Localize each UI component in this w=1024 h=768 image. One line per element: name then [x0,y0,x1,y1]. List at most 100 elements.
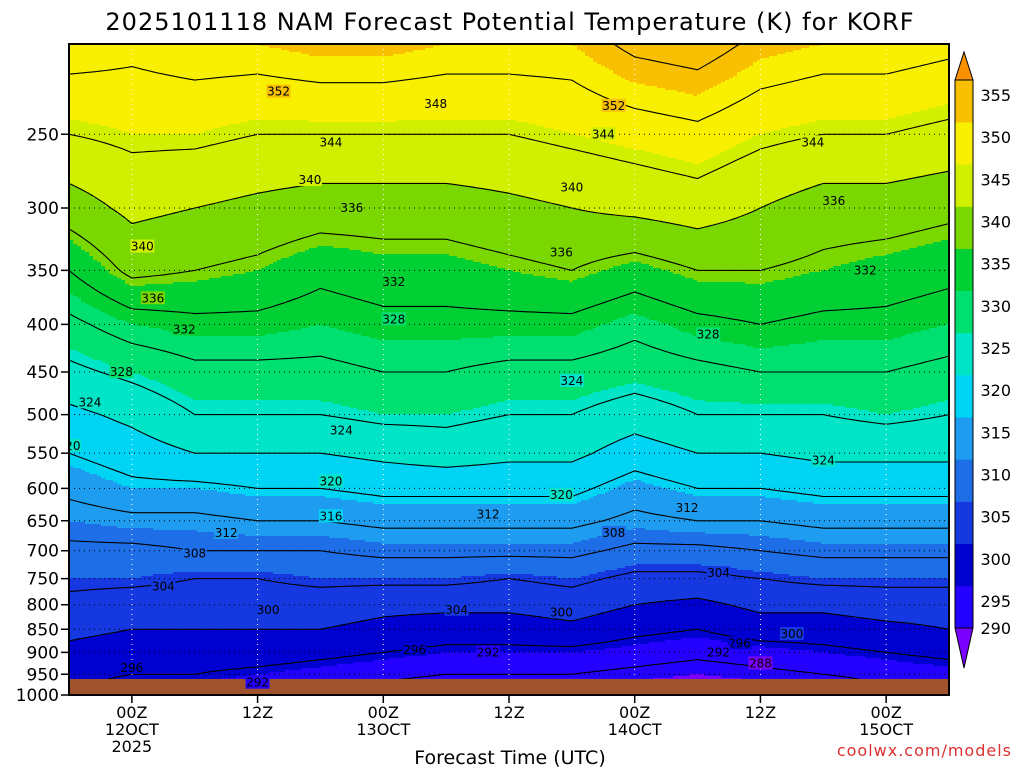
band-cell [293,454,298,497]
contour-label-bg [318,474,343,488]
band-cell [573,542,578,579]
band-cell [945,544,949,579]
band-cell [797,404,802,459]
band-cell [585,56,590,139]
band-cell [701,532,706,567]
band-cell [77,246,82,299]
band-cell [365,252,370,337]
band-cell [541,576,546,619]
band-cell [265,120,270,193]
band-cell [777,574,782,613]
band-cell [885,44,890,121]
band-cell [549,44,554,129]
band-cell [389,462,394,505]
band-cell [401,340,406,415]
band-cell [481,120,486,189]
band-cell [557,44,562,131]
band-cell [485,120,490,191]
band-cell [597,614,602,651]
band-cell [501,544,506,575]
band-cell [657,222,662,269]
band-cell [225,276,230,337]
band-cell [409,44,414,53]
band-cell [565,206,570,281]
band-cell [617,648,622,683]
band-cell [493,464,498,505]
band-cell [365,44,370,57]
band-cell [497,574,502,613]
band-cell [245,44,250,123]
contour-label: 292 [707,645,730,659]
band-cell [297,400,302,455]
band-cell [317,44,322,57]
band-cell [945,578,949,629]
band-cell [505,336,510,401]
band-cell [677,448,682,493]
band-cell [825,652,830,689]
band-cell [173,134,178,213]
band-cell [197,208,202,281]
band-cell [309,184,314,249]
band-cell [133,488,138,529]
band-cell [461,120,466,187]
band-cell [601,44,606,67]
band-cell [645,152,650,219]
band-cell [373,578,378,619]
band-cell [325,56,330,123]
band-cell [725,282,730,343]
band-cell [737,72,742,145]
band-cell [857,656,862,695]
band-cell [221,572,226,631]
band-cell [77,44,82,121]
band-cell [745,140,750,215]
band-cell [373,618,378,661]
band-cell [893,412,898,463]
band-cell [849,462,854,505]
band-cell [449,414,454,467]
band-cell [269,48,274,121]
band-cell [853,44,858,121]
band-cell [417,184,422,255]
band-cell [229,336,234,401]
y-tick-label: 700 [27,542,59,562]
band-cell [789,540,794,577]
band-cell [785,648,790,685]
band-cell [277,630,282,673]
band-cell [181,572,186,631]
band-cell [477,408,482,465]
band-cell [529,400,534,463]
band-cell [769,612,774,649]
band-cell [937,504,942,545]
band-cell [553,652,558,689]
band-cell [845,616,850,657]
band-cell [449,578,454,613]
band-cell [373,542,378,579]
colorbar-segment [955,122,973,165]
band-cell [513,462,518,505]
band-cell [169,214,174,285]
band-cell [413,184,418,255]
band-cell [393,658,398,695]
band-cell [425,184,430,255]
band-cell [805,188,810,275]
band-cell [285,454,290,497]
band-cell [521,504,526,545]
band-cell [185,44,190,135]
band-cell [193,488,198,531]
band-cell [501,652,506,689]
band-cell [625,530,630,567]
band-cell [725,80,730,151]
band-cell [529,652,534,689]
band-cell [341,56,346,123]
band-cell [161,488,166,531]
band-cell [789,576,794,613]
band-cell [109,208,114,275]
band-cell [185,572,190,631]
band-cell [229,534,234,573]
band-cell [645,318,650,387]
band-cell [825,184,830,271]
band-cell [377,254,382,341]
band-cell [469,544,474,577]
band-cell [441,44,446,121]
band-cell [577,278,582,335]
